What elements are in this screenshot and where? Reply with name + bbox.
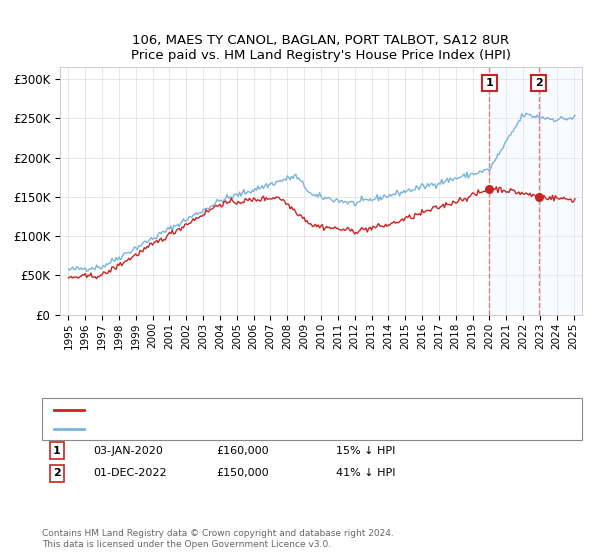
Text: 1: 1	[53, 446, 61, 456]
Text: 2: 2	[535, 78, 542, 88]
Text: HPI: Average price, detached house, Neath Port Talbot: HPI: Average price, detached house, Neat…	[93, 424, 376, 434]
Title: 106, MAES TY CANOL, BAGLAN, PORT TALBOT, SA12 8UR
Price paid vs. HM Land Registr: 106, MAES TY CANOL, BAGLAN, PORT TALBOT,…	[131, 34, 511, 62]
Text: 15% ↓ HPI: 15% ↓ HPI	[336, 446, 395, 456]
Point	[485, 184, 494, 193]
Text: 2: 2	[53, 468, 61, 478]
Text: £150,000: £150,000	[216, 468, 269, 478]
Text: £160,000: £160,000	[216, 446, 269, 456]
Text: 03-JAN-2020: 03-JAN-2020	[93, 446, 163, 456]
Text: 01-DEC-2022: 01-DEC-2022	[93, 468, 167, 478]
Bar	[490, 67, 582, 315]
Text: 41% ↓ HPI: 41% ↓ HPI	[336, 468, 395, 478]
Text: Contains HM Land Registry data © Crown copyright and database right 2024.
This d: Contains HM Land Registry data © Crown c…	[42, 529, 394, 549]
Text: 106, MAES TY CANOL, BAGLAN, PORT TALBOT, SA12 8UR (detached house): 106, MAES TY CANOL, BAGLAN, PORT TALBOT,…	[93, 405, 484, 415]
Point	[534, 192, 544, 201]
Text: 1: 1	[485, 78, 493, 88]
